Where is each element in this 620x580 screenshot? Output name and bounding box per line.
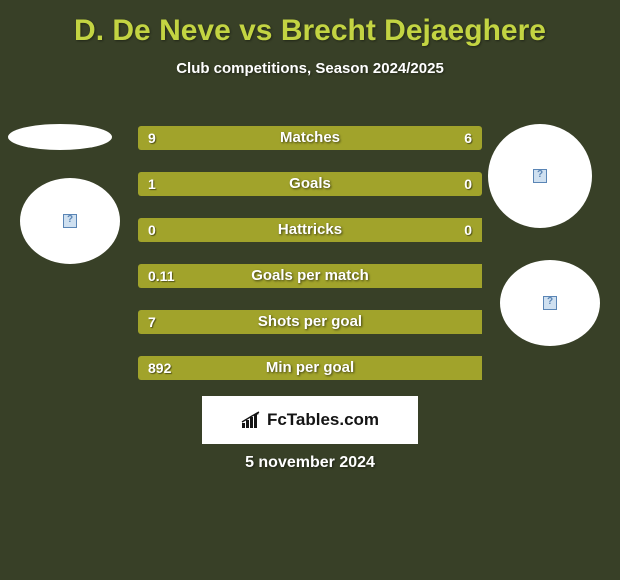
image-placeholder-icon [543, 296, 557, 310]
avatar-circle [500, 260, 600, 346]
bar-label: Matches [138, 126, 482, 150]
brand-box: FcTables.com [202, 396, 418, 444]
avatar-circle [488, 124, 592, 228]
bar-label: Goals per match [138, 264, 482, 288]
avatar-circle [20, 178, 120, 264]
bar-row: 7Shots per goal [138, 310, 482, 334]
brand-text: FcTables.com [267, 410, 379, 430]
bar-row: 10Goals [138, 172, 482, 196]
page-subtitle: Club competitions, Season 2024/2025 [0, 60, 620, 77]
avatar-circle [8, 124, 112, 150]
bar-label: Shots per goal [138, 310, 482, 334]
page-title: D. De Neve vs Brecht Dejaeghere [0, 0, 620, 48]
footer-date: 5 november 2024 [0, 454, 620, 472]
bar-chart-icon [241, 411, 263, 429]
bar-row: 96Matches [138, 126, 482, 150]
bar-row: 0.11Goals per match [138, 264, 482, 288]
image-placeholder-icon [533, 169, 547, 183]
image-placeholder-icon [63, 214, 77, 228]
bar-row: 892Min per goal [138, 356, 482, 380]
bar-label: Min per goal [138, 356, 482, 380]
bar-label: Goals [138, 172, 482, 196]
bar-label: Hattricks [138, 218, 482, 242]
bar-row: 00Hattricks [138, 218, 482, 242]
comparison-bars: 96Matches 10Goals 00Hattricks 0.11Goals per… [138, 126, 482, 402]
